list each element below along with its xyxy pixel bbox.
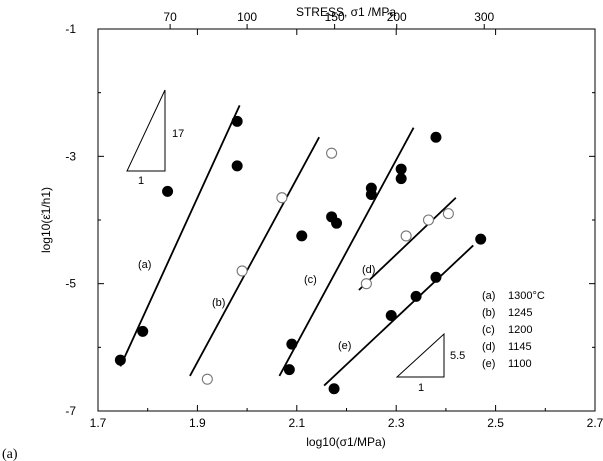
top-tick-label: 100	[237, 10, 257, 24]
point-d	[400, 230, 412, 242]
x-tick-label: 2.5	[487, 416, 504, 430]
y-tick-label: -1	[65, 22, 76, 36]
x-axis-label: log10(σ1/MPa)	[306, 435, 385, 449]
point-a	[231, 115, 243, 127]
x-tick-label: 2.3	[388, 416, 405, 430]
legend-value-a: 1300°C	[508, 290, 545, 302]
legend-value-c: 1200	[508, 324, 532, 336]
y-tick-label: -7	[65, 404, 76, 418]
point-a	[137, 325, 149, 337]
x-tick-label: 1.9	[189, 416, 206, 430]
fit-line-d	[358, 197, 457, 291]
top-axis-label: STRESS, σ1 /MPa	[296, 5, 396, 19]
panel-label: (a)	[2, 447, 18, 461]
fit-lines	[119, 105, 474, 387]
point-c	[296, 230, 308, 242]
point-e	[475, 233, 487, 245]
slope-rise-17: 17	[172, 128, 184, 140]
point-b	[326, 147, 338, 159]
series-label-a: (a)	[138, 259, 151, 271]
point-d	[422, 214, 435, 226]
point-d	[442, 208, 454, 220]
series-label-c: (c)	[304, 274, 317, 286]
top-axis: 70 100 150 200 300	[163, 10, 495, 29]
legend-value-b: 1245	[508, 307, 532, 319]
fit-line-a	[119, 105, 241, 367]
point-c	[286, 338, 298, 350]
top-tick-label: 200	[387, 10, 407, 24]
fit-line-c	[278, 127, 415, 377]
point-e	[385, 310, 397, 321]
slope-rise-5-5: 5.5	[450, 350, 465, 362]
legend-value-d: 1145	[508, 341, 532, 353]
legend-key-e: (e)	[482, 358, 495, 370]
legend-key-d: (d)	[482, 341, 495, 353]
point-c	[395, 163, 407, 175]
top-tick-label: 300	[474, 10, 494, 24]
x-tick-label: 2.1	[288, 416, 305, 430]
point-a	[231, 160, 243, 172]
point-c	[365, 182, 377, 194]
x-tick-label: 1.7	[90, 416, 107, 430]
point-a	[114, 354, 126, 366]
point-e	[430, 271, 442, 283]
point-b	[236, 265, 248, 277]
data-points	[114, 115, 487, 395]
top-tick-label: 150	[325, 10, 345, 24]
slope-run-1-bottom: 1	[418, 382, 424, 394]
top-tick-label: 70	[163, 10, 177, 24]
fit-line-b	[189, 136, 320, 377]
point-b	[201, 373, 213, 385]
left-axis: -1 -3 -5 -7	[65, 22, 595, 418]
slope-triangle-top-left: 17 1	[126, 89, 184, 187]
legend-key-a: (a)	[482, 290, 495, 302]
bottom-axis: 1.7 1.9 2.1 2.3 2.5 2.7	[90, 29, 603, 430]
point-c	[283, 364, 295, 376]
slope-triangle-17	[126, 89, 166, 172]
point-c	[395, 173, 407, 185]
point-e	[410, 290, 422, 302]
legend-value-e: 1100	[508, 358, 532, 370]
point-b	[276, 192, 288, 204]
fit-line-e	[323, 244, 474, 387]
y-tick-label: -5	[65, 277, 76, 291]
point-c	[430, 131, 442, 143]
legend-key-b: (b)	[482, 307, 495, 319]
point-c	[328, 383, 340, 395]
y-tick-label: -3	[65, 149, 76, 163]
point-c	[331, 217, 343, 229]
point-d	[360, 278, 372, 290]
y-axis-label: log10(ε̇1/h1)	[39, 187, 53, 253]
series-label-d: (d)	[362, 264, 375, 276]
plot-frame	[97, 28, 596, 412]
series-label-e: (e)	[338, 340, 351, 352]
slope-run-1-top: 1	[138, 175, 144, 187]
slope-triangle-bottom-right: 5.5 1	[395, 332, 465, 394]
series-label-b: (b)	[212, 297, 225, 309]
legend: (a) 1300°C (b) 1245 (c) 1200 (d) 1145 (e…	[482, 290, 545, 370]
x-tick-label: 2.7	[587, 416, 603, 430]
point-a	[162, 185, 174, 197]
legend-key-c: (c)	[482, 324, 495, 336]
slope-triangle-5-5	[395, 332, 445, 378]
